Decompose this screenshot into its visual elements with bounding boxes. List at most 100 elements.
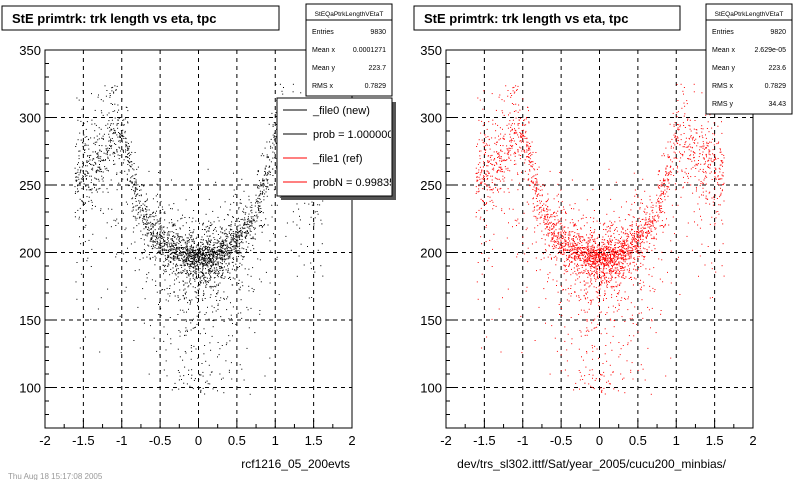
data-point xyxy=(674,135,675,136)
data-point xyxy=(550,374,551,375)
data-point xyxy=(170,317,171,318)
data-point xyxy=(85,174,86,175)
data-point xyxy=(155,285,156,286)
data-point xyxy=(170,338,171,339)
data-point xyxy=(526,145,527,146)
data-point xyxy=(239,251,240,252)
data-point xyxy=(250,221,251,222)
data-point xyxy=(99,164,100,165)
data-point xyxy=(177,265,178,266)
data-point xyxy=(87,171,88,172)
data-point xyxy=(122,130,123,131)
data-point xyxy=(169,288,170,289)
data-point xyxy=(628,296,629,297)
data-point xyxy=(244,191,245,192)
data-point xyxy=(76,281,77,282)
data-point xyxy=(260,259,261,260)
data-point xyxy=(587,330,588,331)
data-point xyxy=(651,229,652,230)
data-point xyxy=(179,250,180,251)
data-point xyxy=(703,148,704,149)
data-point xyxy=(193,346,194,347)
data-point xyxy=(664,196,665,197)
data-point xyxy=(627,229,628,230)
data-point xyxy=(233,235,234,236)
data-point xyxy=(187,270,188,271)
data-point xyxy=(658,221,659,222)
data-point xyxy=(563,243,564,244)
data-point xyxy=(601,333,602,334)
data-point xyxy=(675,183,676,184)
data-point xyxy=(79,155,80,156)
data-point xyxy=(627,269,628,270)
data-point xyxy=(201,262,202,263)
data-point xyxy=(101,176,102,177)
data-point xyxy=(265,169,266,170)
data-point xyxy=(188,273,189,274)
data-point xyxy=(173,271,174,272)
data-point xyxy=(180,332,181,333)
data-point xyxy=(237,241,238,242)
data-point xyxy=(210,242,211,243)
data-point xyxy=(107,154,108,155)
data-point xyxy=(111,87,112,88)
data-point xyxy=(92,168,93,169)
data-point xyxy=(197,278,198,279)
data-point xyxy=(721,133,722,134)
data-point xyxy=(220,246,221,247)
data-point xyxy=(253,291,254,292)
data-point xyxy=(194,256,195,257)
data-point xyxy=(167,288,168,289)
data-point xyxy=(250,230,251,231)
data-point xyxy=(722,184,723,185)
data-point xyxy=(592,378,593,379)
data-point xyxy=(517,149,518,150)
data-point xyxy=(152,216,153,217)
data-point xyxy=(633,216,634,217)
data-point xyxy=(238,250,239,251)
data-point xyxy=(112,138,113,139)
data-point xyxy=(167,239,168,240)
data-point xyxy=(153,231,154,232)
data-point xyxy=(597,349,598,350)
data-point xyxy=(239,248,240,249)
data-point xyxy=(130,166,131,167)
data-point xyxy=(158,247,159,248)
data-point xyxy=(282,94,283,95)
data-point xyxy=(268,225,269,226)
data-point xyxy=(164,245,165,246)
data-point xyxy=(185,242,186,243)
data-point xyxy=(83,143,84,144)
data-point xyxy=(196,268,197,269)
data-point xyxy=(610,320,611,321)
data-point xyxy=(205,361,206,362)
data-point xyxy=(76,180,77,181)
data-point xyxy=(209,249,210,250)
data-point xyxy=(178,370,179,371)
data-point xyxy=(723,172,724,173)
data-point xyxy=(222,270,223,271)
data-point xyxy=(641,199,642,200)
data-point xyxy=(224,259,225,260)
data-point xyxy=(620,283,621,284)
data-point xyxy=(171,253,172,254)
data-point xyxy=(660,198,661,199)
data-point xyxy=(590,386,591,387)
data-point xyxy=(479,177,480,178)
data-point xyxy=(191,246,192,247)
data-point xyxy=(211,266,212,267)
data-point xyxy=(701,244,702,245)
data-point xyxy=(658,185,659,186)
data-point xyxy=(164,250,165,251)
data-point xyxy=(237,332,238,333)
data-point xyxy=(228,250,229,251)
data-point xyxy=(664,190,665,191)
data-point xyxy=(699,197,700,198)
data-point xyxy=(666,168,667,169)
data-point xyxy=(87,258,88,259)
data-point xyxy=(207,244,208,245)
data-point xyxy=(113,93,114,94)
data-point xyxy=(108,192,109,193)
data-point xyxy=(524,213,525,214)
data-point xyxy=(218,309,219,310)
